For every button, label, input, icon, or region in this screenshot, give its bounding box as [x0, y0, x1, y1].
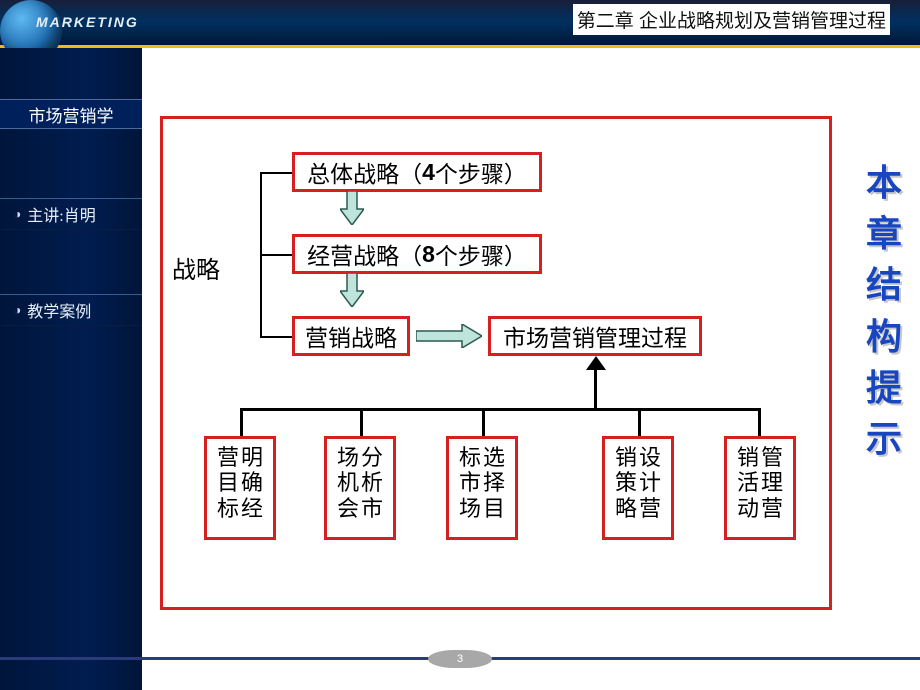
vtitle-char: 示	[866, 418, 902, 461]
vtitle-char: 本	[866, 162, 902, 205]
leaf-box: 营目标明确经	[204, 436, 276, 540]
box-overall-strategy: 总体战略（ 4 个步骤）	[292, 152, 542, 192]
sidebar-title: 市场营销学	[0, 99, 142, 129]
box-marketing-strategy: 营销战略	[292, 316, 410, 356]
box-text-num: 4	[422, 159, 435, 186]
tree-v-leaf	[360, 408, 363, 436]
page-number: 3	[428, 650, 492, 668]
tree-v-leaf	[240, 408, 243, 436]
box-text-prefix: 经营战略（	[307, 237, 422, 271]
leaf-box: 销策略设计营	[602, 436, 674, 540]
bullet-icon: ◑	[14, 207, 21, 222]
sidebar: 市场营销学 ◑ 主讲:肖明 ◑ 教学案例	[0, 48, 142, 690]
arrow-down-icon	[340, 196, 364, 220]
chapter-title: 第二章 企业战略规划及营销管理过程	[573, 4, 890, 35]
vertical-title: 本章结构提示	[866, 158, 902, 465]
box-text-num: 8	[422, 241, 435, 268]
arrow-right-icon	[416, 324, 482, 348]
vtitle-char: 构	[866, 316, 902, 359]
tree-v-leaf	[638, 408, 641, 436]
tree-hline-3	[260, 336, 292, 338]
bullet-icon: ◑	[14, 303, 21, 318]
sidebar-link-label: 教学案例	[27, 298, 91, 322]
sidebar-link-cases[interactable]: ◑ 教学案例	[0, 294, 142, 326]
logo-text: MARKETING	[36, 14, 139, 30]
sidebar-link-label: 主讲:肖明	[27, 202, 95, 226]
box-text: 营销战略	[305, 319, 397, 353]
tree-hbar	[240, 408, 760, 411]
vtitle-char: 结	[866, 264, 902, 307]
tree-hline-2	[260, 254, 292, 256]
content-area: 战略 总体战略（ 4 个步骤） 经营战略（ 8 个步骤） 营销战略 市场营销管理…	[142, 48, 920, 690]
leaf-box: 标市场选择目	[446, 436, 518, 540]
box-text-suffix: 个步骤）	[435, 237, 527, 271]
box-business-strategy: 经营战略（ 8 个步骤）	[292, 234, 542, 274]
tree-v-leaf	[482, 408, 485, 436]
sidebar-link-lecturer[interactable]: ◑ 主讲:肖明	[0, 198, 142, 230]
tree-v-leaf	[758, 408, 761, 436]
leaf-box: 销活动管理营	[724, 436, 796, 540]
root-label: 战略	[172, 250, 220, 285]
vtitle-char: 章	[866, 213, 902, 256]
box-text: 市场营销管理过程	[503, 319, 687, 353]
arrow-up-icon	[586, 356, 606, 375]
box-marketing-process: 市场营销管理过程	[488, 316, 702, 356]
arrow-down-icon	[340, 278, 364, 302]
vtitle-char: 提	[866, 367, 902, 410]
tree-hline-1	[260, 172, 292, 174]
leaf-box: 场机会分析市	[324, 436, 396, 540]
box-text-suffix: 个步骤）	[435, 155, 527, 189]
box-text-prefix: 总体战略（	[307, 155, 422, 189]
